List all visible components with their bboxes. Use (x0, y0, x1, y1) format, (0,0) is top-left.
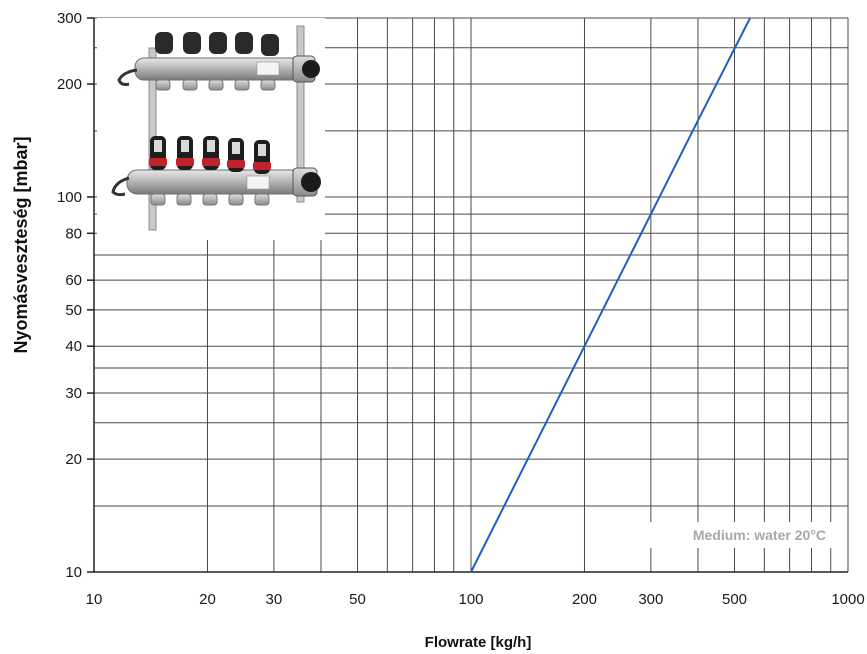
x-axis-title: Flowrate [kg/h] (425, 634, 532, 651)
x-tick-label: 500 (722, 591, 747, 608)
y-axis-title: Nyomásveszteség [mbar] (11, 136, 31, 353)
x-tick-label: 10 (86, 591, 103, 608)
x-tick-label: 1000 (831, 591, 864, 608)
x-tick-label: 300 (638, 591, 663, 608)
y-tick-label: 10 (65, 564, 82, 581)
annotation: Medium: water 20°C (693, 527, 826, 543)
x-tick-label: 50 (349, 591, 366, 608)
x-tick-label: 20 (199, 591, 216, 608)
y-tick-label: 50 (65, 302, 82, 319)
manifold-photo-icon (97, 18, 325, 240)
grid (93, 17, 849, 573)
series-line (470, 17, 751, 573)
annotation-background (636, 522, 832, 548)
x-tick-labels: 10 20 30 50 100 200 300 500 1000 (86, 591, 865, 608)
y-tick-label: 40 (65, 338, 82, 355)
y-tick-label: 20 (65, 451, 82, 468)
x-tick-label: 100 (458, 591, 483, 608)
x-tick-label: 30 (266, 591, 283, 608)
y-tick-labels: 10 20 30 40 50 60 80 100 200 300 (57, 10, 94, 581)
y-tick-label: 30 (65, 385, 82, 402)
y-tick-label: 60 (65, 272, 82, 289)
x-tick-label: 200 (572, 591, 597, 608)
y-tick-label: 100 (57, 189, 82, 206)
y-tick-label: 300 (57, 10, 82, 27)
y-tick-label: 200 (57, 76, 82, 93)
series-layer (470, 17, 751, 573)
y-tick-label: 80 (65, 225, 82, 242)
